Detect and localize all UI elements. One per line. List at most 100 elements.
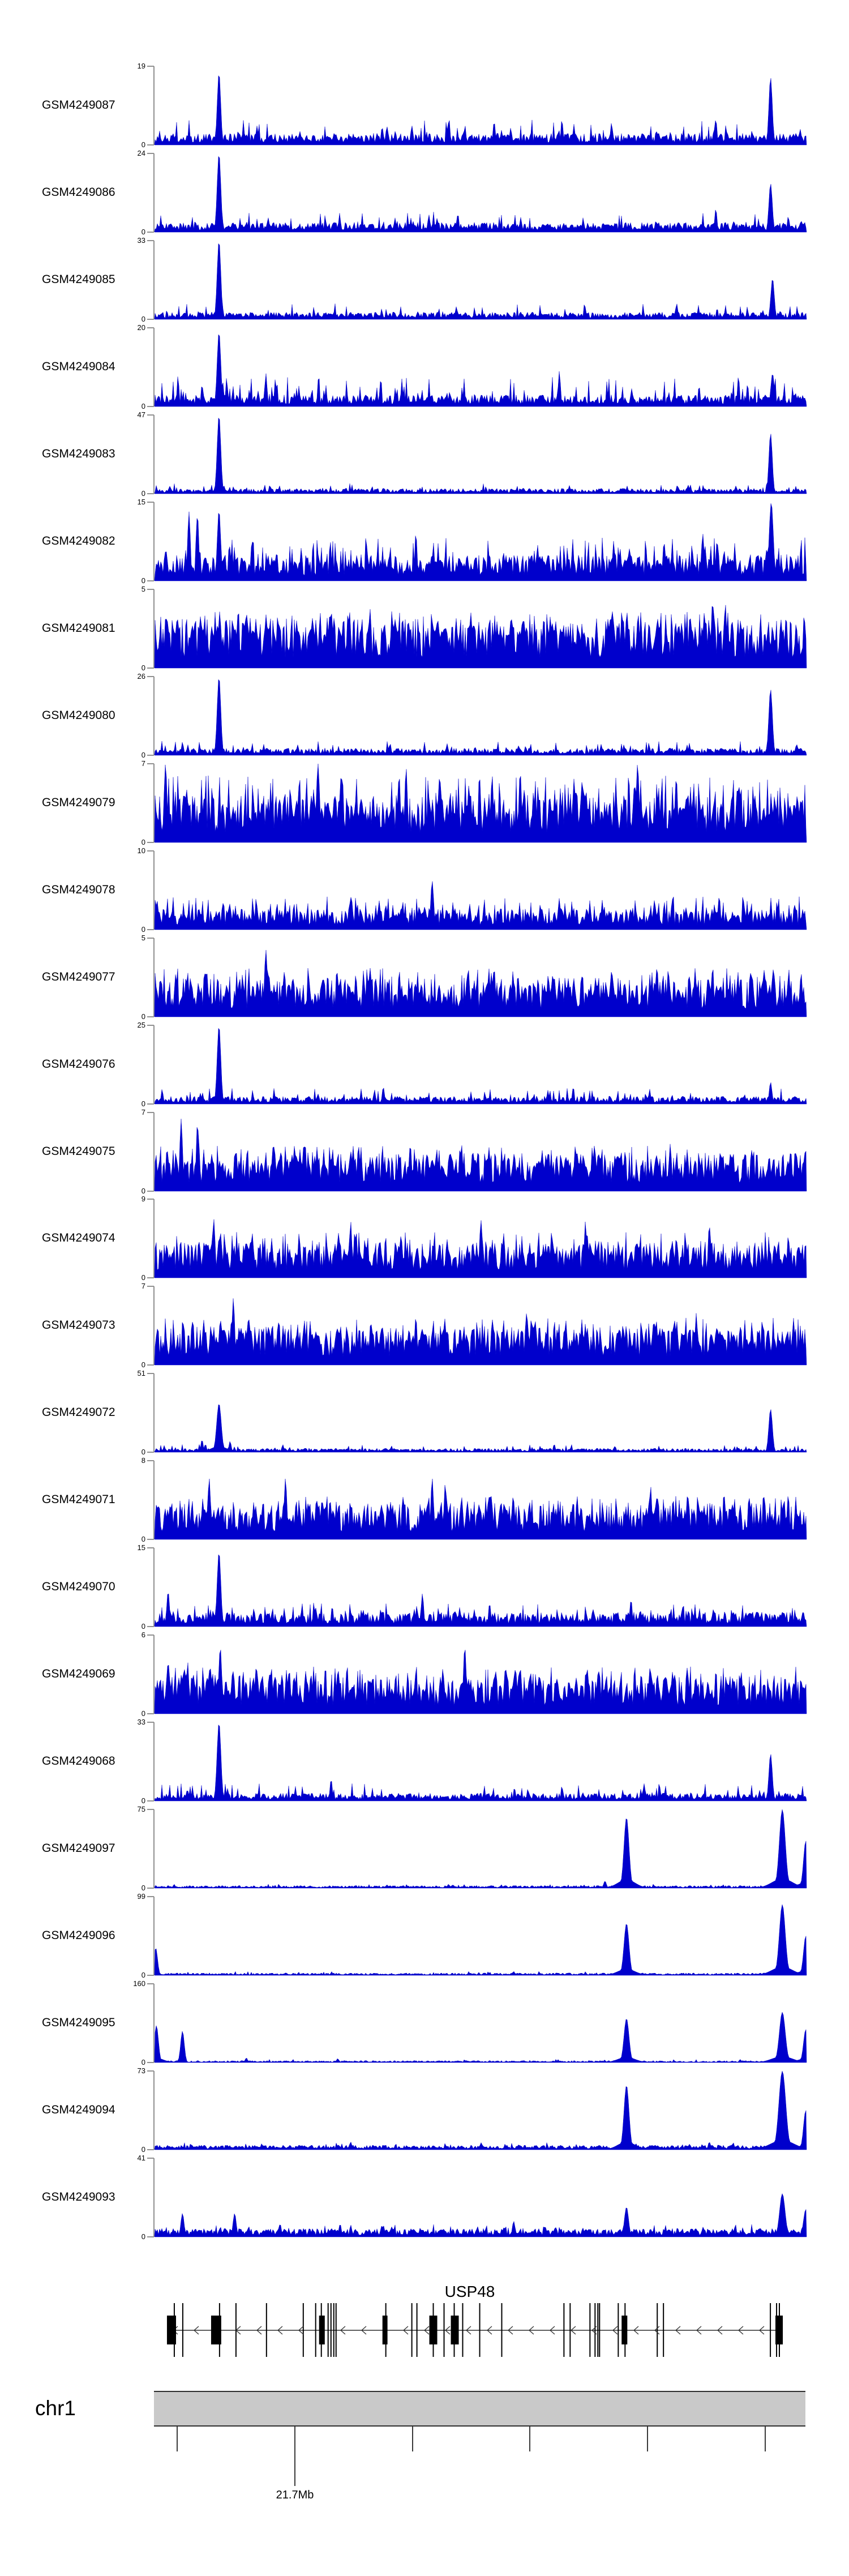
track-label: GSM4249074 [42,1231,115,1244]
track-label: GSM4249084 [42,360,115,373]
track-plot-GSM4249075 [147,1112,807,1192]
y-max-label: 6 [141,1631,145,1639]
track-label: GSM4249083 [42,447,115,460]
y-max-label: 25 [137,1021,145,1029]
y-zero-label: 0 [141,2058,145,2066]
track-plot-GSM4249079 [147,763,807,843]
y-zero-label: 0 [141,2145,145,2154]
y-zero-label: 0 [141,1709,145,1718]
y-max-label: 19 [137,62,145,70]
gene-name-label: USP48 [444,2283,495,2300]
track-plot-GSM4249096 [147,1896,807,1976]
y-zero-label: 0 [141,664,145,672]
track-label: GSM4249076 [42,1058,115,1071]
y-zero-label: 0 [141,2232,145,2241]
track-label: GSM4249085 [42,273,115,286]
track-label: GSM4249082 [42,534,115,547]
y-max-label: 41 [137,2154,145,2162]
track-label: GSM4249094 [42,2103,115,2116]
track-plot-GSM4249094 [147,2070,807,2150]
track-plot-GSM4249095 [147,1983,807,2063]
track-label: GSM4249093 [42,2190,115,2203]
track-plot-GSM4249076 [147,1025,807,1105]
y-max-label: 47 [137,410,145,419]
y-zero-label: 0 [141,751,145,759]
y-zero-label: 0 [141,1187,145,1195]
track-plot-GSM4249068 [147,1722,807,1802]
y-zero-label: 0 [141,1448,145,1456]
y-zero-label: 0 [141,1622,145,1631]
y-zero-label: 0 [141,1796,145,1805]
y-zero-label: 0 [141,402,145,410]
track-label: GSM4249080 [42,709,115,722]
chromosome-ideogram-bar [154,2391,805,2427]
track-plot-GSM4249071 [147,1460,807,1540]
track-plot-GSM4249073 [147,1286,807,1366]
track-plot-GSM4249074 [147,1199,807,1278]
ruler-minor-tick [529,2427,531,2451]
y-max-label: 10 [137,846,145,855]
track-plot-GSM4249069 [147,1634,807,1714]
y-zero-label: 0 [141,925,145,934]
y-max-label: 15 [137,498,145,506]
y-max-label: 24 [137,149,145,157]
y-zero-label: 0 [141,140,145,149]
y-max-label: 26 [137,672,145,681]
track-label: GSM4249079 [42,796,115,809]
track-plot-GSM4249081 [147,589,807,669]
track-plot-GSM4249084 [147,327,807,407]
y-max-label: 7 [141,1282,145,1290]
y-max-label: 73 [137,2066,145,2075]
track-label: GSM4249087 [42,99,115,112]
gene-structure-diagram [166,2303,783,2357]
track-label: GSM4249077 [42,970,115,983]
track-plot-GSM4249070 [147,1547,807,1627]
ruler-minor-tick [411,2427,413,2451]
y-max-label: 15 [137,1543,145,1552]
ruler-minor-tick [647,2427,649,2451]
y-max-label: 33 [137,1718,145,1726]
y-max-label: 20 [137,323,145,332]
track-label: GSM4249069 [42,1667,115,1680]
y-zero-label: 0 [141,489,145,498]
track-plot-GSM4249087 [147,66,807,146]
y-max-label: 9 [141,1195,145,1203]
y-zero-label: 0 [141,1012,145,1021]
track-label: GSM4249096 [42,1929,115,1942]
track-label: GSM4249075 [42,1145,115,1158]
y-zero-label: 0 [141,1884,145,1892]
y-zero-label: 0 [141,838,145,846]
y-zero-label: 0 [141,1360,145,1369]
track-plot-GSM4249083 [147,414,807,494]
track-plot-GSM4249097 [147,1809,807,1889]
track-label: GSM4249081 [42,622,115,635]
y-max-label: 5 [141,585,145,593]
y-max-label: 5 [141,934,145,942]
track-label: GSM4249071 [42,1493,115,1506]
ruler-minor-tick [177,2427,178,2451]
track-label: GSM4249068 [42,1755,115,1768]
y-zero-label: 0 [141,1971,145,1979]
y-max-label: 99 [137,1892,145,1901]
track-plot-GSM4249086 [147,153,807,233]
track-label: GSM4249073 [42,1319,115,1332]
y-max-label: 51 [137,1369,145,1377]
track-plot-GSM4249078 [147,850,807,930]
y-max-label: 7 [141,759,145,768]
track-label: GSM4249095 [42,2016,115,2029]
y-max-label: 33 [137,236,145,245]
track-label: GSM4249078 [42,883,115,896]
track-plot-GSM4249085 [147,240,807,320]
y-zero-label: 0 [141,576,145,585]
y-max-label: 160 [133,1979,145,1988]
ruler-major-tick [294,2427,295,2486]
y-zero-label: 0 [141,1535,145,1543]
y-max-label: 7 [141,1108,145,1116]
track-plot-GSM4249082 [147,502,807,581]
y-zero-label: 0 [141,228,145,236]
chromosome-label: chr1 [35,2397,76,2420]
track-plot-GSM4249077 [147,938,807,1017]
coordinate-tick-label: 21.7Mb [276,2489,314,2501]
track-label: GSM4249097 [42,1842,115,1855]
